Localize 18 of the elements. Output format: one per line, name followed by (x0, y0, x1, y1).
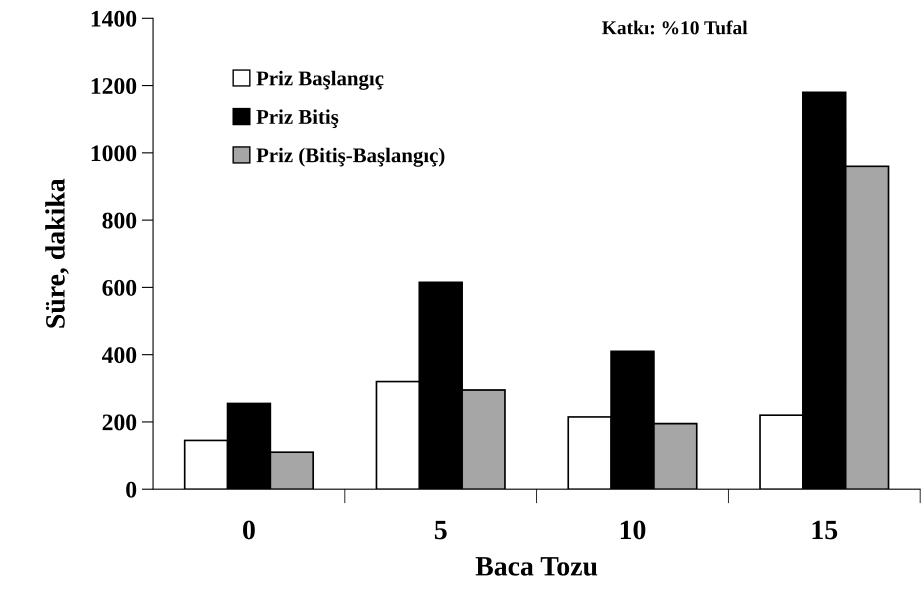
x-tick-label: 0 (243, 520, 255, 540)
y-tick-label: 800 (102, 212, 136, 229)
x-tick-label: 15 (812, 520, 838, 540)
y-tick-label: 200 (102, 414, 136, 430)
y-tick-label: 600 (102, 280, 136, 296)
legend-label: Priz (Bitiş-Başlangıç) (256, 148, 444, 167)
y-tick-label: 1200 (92, 78, 136, 94)
y-tick-label: 0 (126, 482, 136, 498)
x-tick-label: 10 (620, 520, 646, 540)
y-tick-label: 400 (102, 347, 136, 364)
annotation: Katkı: %10 Tufal (602, 20, 748, 34)
x-axis-title: Baca Tozu (476, 557, 598, 576)
y-tick-label: 1400 (92, 10, 136, 27)
y-tick-label: 1000 (92, 145, 136, 162)
x-tick-label: 5 (434, 520, 447, 540)
y-axis-title: Süre, dakika (45, 178, 69, 328)
legend-label: Priz Başlangıç (256, 70, 384, 90)
legend-label: Priz Bitiş (256, 109, 338, 128)
